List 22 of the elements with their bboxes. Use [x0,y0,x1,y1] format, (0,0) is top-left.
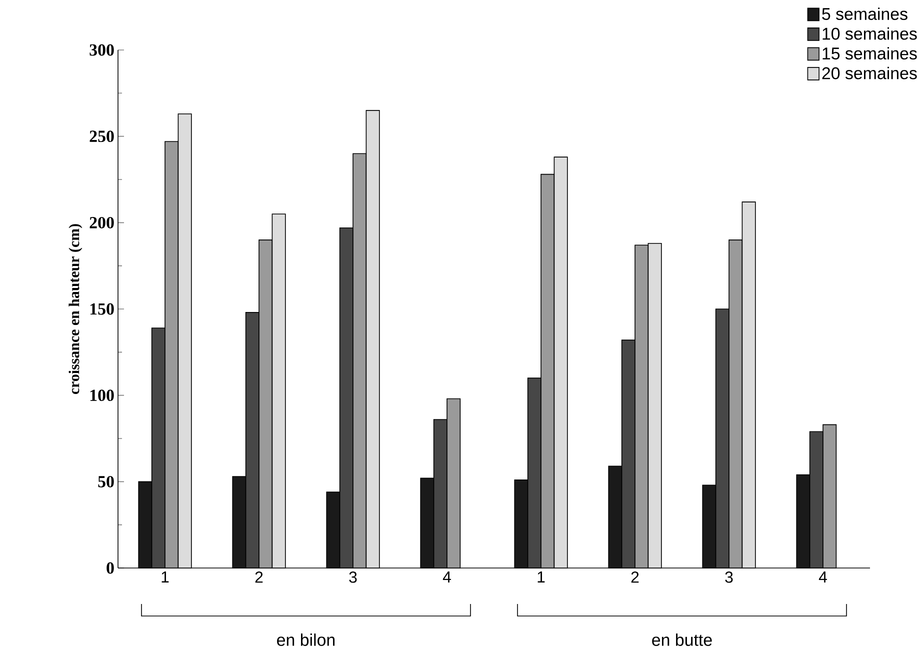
legend-label: 5 semaines [822,8,908,20]
x-tick-label: 4 [442,572,451,582]
text: en butte [652,634,712,646]
y-tick-label: 250 [90,130,114,142]
y-tick-label: 50 [98,476,114,488]
y-tick-label: 200 [90,216,114,228]
y-tick-label: 300 [90,44,114,56]
x-tick-label: 2 [631,572,639,583]
x-tick-label: 3 [349,572,357,583]
y-tick-label: 0 [106,562,114,574]
x-tick-label: 2 [255,572,263,583]
x-tick-label: 3 [725,572,733,583]
y-tick-label: 100 [90,390,114,402]
y-axis-title: croissance en hauteur (cm) [68,224,82,394]
text: en bilon [277,634,335,646]
y-tick-label: 150 [90,303,114,315]
x-tick-label: 4 [818,572,827,582]
legend-label: 15 semaines [822,47,917,60]
x-tick-label: 1 [538,572,545,582]
legend-label: 10 semaines [822,27,917,40]
legend-label: 20 semaines [822,66,917,80]
x-tick-label: 1 [162,572,169,582]
